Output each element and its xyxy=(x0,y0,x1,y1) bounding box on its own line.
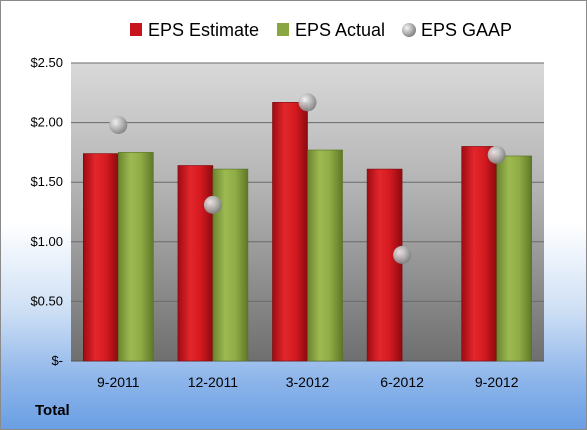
eps-gaap-marker xyxy=(203,195,222,214)
x-tick-label: 3-2012 xyxy=(286,374,330,390)
legend-label: EPS GAAP xyxy=(421,20,512,40)
gaap-markers xyxy=(109,93,506,264)
eps-gaap-marker xyxy=(393,245,412,264)
eps-gaap-marker xyxy=(109,115,128,134)
y-tick-label: $1.50 xyxy=(30,174,63,189)
legend-label: EPS Actual xyxy=(295,20,385,40)
x-tick-label: 9-2011 xyxy=(97,374,140,390)
legend-label: EPS Estimate xyxy=(148,20,259,40)
eps-gaap-marker xyxy=(487,145,506,164)
y-tick-label: $- xyxy=(51,353,63,368)
y-tick-label: $2.50 xyxy=(30,55,63,70)
eps-actual-bar xyxy=(212,168,249,362)
y-tick-label: $0.50 xyxy=(30,293,63,308)
legend-swatch-estimate xyxy=(130,23,142,36)
eps-actual-bar xyxy=(307,149,343,362)
total-label: Total xyxy=(35,402,70,419)
eps-estimate-bar xyxy=(177,165,214,362)
legend-swatch-gaap xyxy=(402,23,416,37)
eps-actual-bar xyxy=(118,152,154,362)
chart-legend: EPS Estimate EPS Actual EPS GAAP xyxy=(130,20,512,40)
y-tick-label: $2.00 xyxy=(30,115,63,130)
x-axis-ticks: 9-2011 12-2011 3-2012 6-2012 9-2012 xyxy=(97,374,519,390)
x-tick-label: 9-2012 xyxy=(475,374,519,390)
eps-gaap-marker xyxy=(298,93,317,112)
eps-actual-bar xyxy=(496,155,533,362)
eps-estimate-bar xyxy=(272,102,308,362)
eps-estimate-bar xyxy=(461,146,498,362)
eps-estimate-bar xyxy=(366,168,403,362)
eps-estimate-bar xyxy=(83,153,119,362)
y-axis-ticks: $- $0.50 $1.00 $1.50 $2.00 $2.50 xyxy=(30,55,63,368)
x-tick-label: 12-2011 xyxy=(188,374,239,390)
y-tick-label: $1.00 xyxy=(30,234,63,249)
legend-swatch-actual xyxy=(277,23,289,36)
x-tick-label: 6-2012 xyxy=(380,374,424,390)
bars xyxy=(83,102,533,362)
